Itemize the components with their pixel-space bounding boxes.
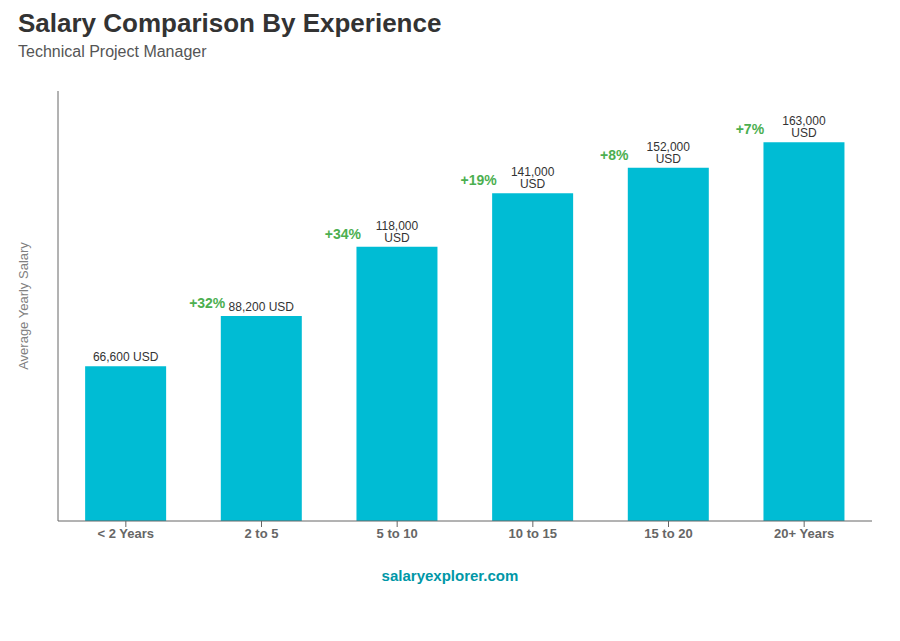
svg-text:163,000USD: 163,000USD bbox=[782, 114, 826, 140]
svg-text:+32%: +32% bbox=[189, 295, 226, 311]
html-text:Technical Project Manager: Technical Project Manager bbox=[18, 43, 207, 60]
svg-text:152,000USD: 152,000USD bbox=[647, 140, 691, 166]
html-text:salaryexplorer.com: salaryexplorer.com bbox=[381, 567, 519, 584]
svg-text:20+ Years: 20+ Years bbox=[774, 526, 834, 541]
svg-text:66,600 USD: 66,600 USD bbox=[93, 350, 159, 364]
svg-text:15 to 20: 15 to 20 bbox=[644, 526, 692, 541]
html-text:Salary Comparison By Experienc: Salary Comparison By Experience bbox=[18, 8, 442, 38]
svg-text:88,200 USD: 88,200 USD bbox=[229, 300, 295, 314]
svg-text:141,000USD: 141,000USD bbox=[511, 165, 555, 191]
svg-text:+34%: +34% bbox=[325, 226, 362, 242]
svg-text:2 to 5: 2 to 5 bbox=[245, 526, 279, 541]
svg-text:10 to 15: 10 to 15 bbox=[509, 526, 557, 541]
svg-text:Average Yearly Salary: Average Yearly Salary bbox=[16, 242, 31, 370]
svg-text:+19%: +19% bbox=[460, 172, 497, 188]
svg-text:< 2 Years: < 2 Years bbox=[98, 526, 155, 541]
svg-text:+7%: +7% bbox=[736, 121, 765, 137]
svg-text:5 to 10: 5 to 10 bbox=[377, 526, 418, 541]
svg-text:118,000USD: 118,000USD bbox=[376, 219, 419, 245]
svg-text:+8%: +8% bbox=[600, 147, 629, 163]
